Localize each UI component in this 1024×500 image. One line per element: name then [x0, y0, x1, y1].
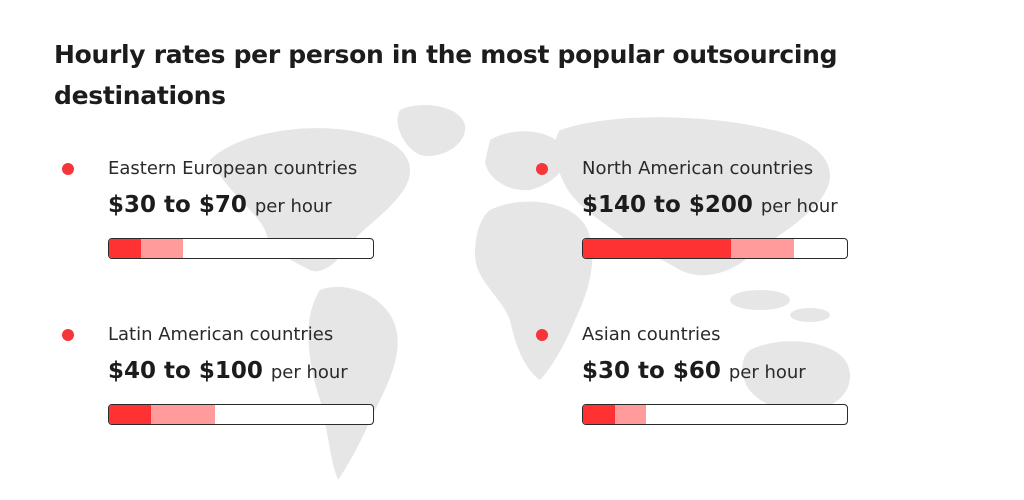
rate-unit: per hour: [760, 196, 838, 217]
rate-line: $30 to $60 per hour: [582, 358, 806, 384]
world-map-background: [210, 105, 851, 480]
rate-bar: [582, 404, 848, 425]
rate-card-north-america: North American countries $140 to $200 per…: [536, 156, 848, 286]
rate-bar: [108, 238, 374, 259]
region-name: Latin American countries: [108, 324, 334, 345]
rate-unit: per hour: [270, 362, 348, 383]
bullet-dot: [62, 163, 74, 175]
bullet-dot: [62, 329, 74, 341]
bar-min-fill: [583, 239, 731, 258]
region-name: North American countries: [582, 158, 814, 179]
rate-bar: [108, 404, 374, 425]
bar-min-fill: [109, 239, 141, 258]
bullet-dot: [536, 163, 548, 175]
rate-range: $30 to $60: [582, 358, 721, 384]
rate-card-asia: Asian countries $30 to $60 per hour: [536, 322, 848, 452]
rate-unit: per hour: [254, 196, 332, 217]
rate-line: $30 to $70 per hour: [108, 192, 332, 218]
chart-title: Hourly rates per person in the most popu…: [54, 40, 838, 110]
bullet-dot: [536, 329, 548, 341]
bar-min-fill: [109, 405, 152, 424]
region-name: Eastern European countries: [108, 158, 358, 179]
rate-card-latin-america: Latin American countries $40 to $100 per …: [62, 322, 374, 452]
rate-card-eastern-europe: Eastern European countries $30 to $70 per…: [62, 156, 374, 286]
rate-range: $140 to $200: [582, 192, 753, 218]
region-name: Asian countries: [582, 324, 721, 345]
rate-line: $140 to $200 per hour: [582, 192, 838, 218]
rate-bar: [582, 238, 848, 259]
bar-min-fill: [583, 405, 615, 424]
rate-line: $40 to $100 per hour: [108, 358, 348, 384]
rate-range: $40 to $100: [108, 358, 263, 384]
rate-unit: per hour: [728, 362, 806, 383]
rate-range: $30 to $70: [108, 192, 247, 218]
